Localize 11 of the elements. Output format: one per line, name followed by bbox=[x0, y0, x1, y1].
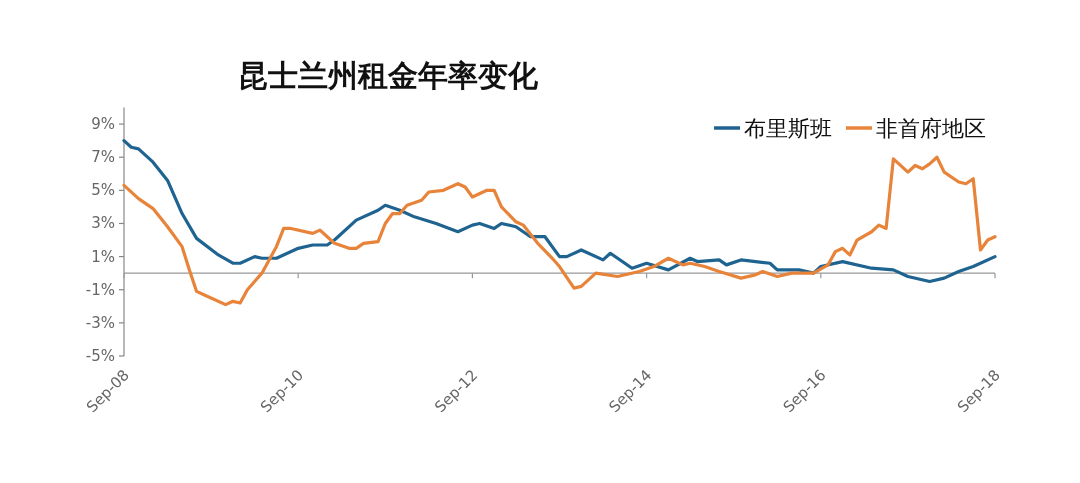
y-tick-label: 7% bbox=[91, 148, 115, 167]
y-tick-label: 5% bbox=[91, 181, 115, 200]
y-tick-label: -5% bbox=[85, 347, 115, 365]
legend-label: 布里斯班 bbox=[744, 116, 832, 141]
chart-title: 昆士兰州租金年率变化 bbox=[238, 58, 539, 93]
y-tick-label: 1% bbox=[91, 247, 115, 266]
y-tick-label: 3% bbox=[91, 214, 115, 233]
y-tick-label: -3% bbox=[85, 313, 115, 332]
y-tick-label: 9% bbox=[91, 115, 115, 134]
y-tick-label: -1% bbox=[85, 280, 115, 299]
legend-label: 非首府地区 bbox=[876, 116, 986, 141]
